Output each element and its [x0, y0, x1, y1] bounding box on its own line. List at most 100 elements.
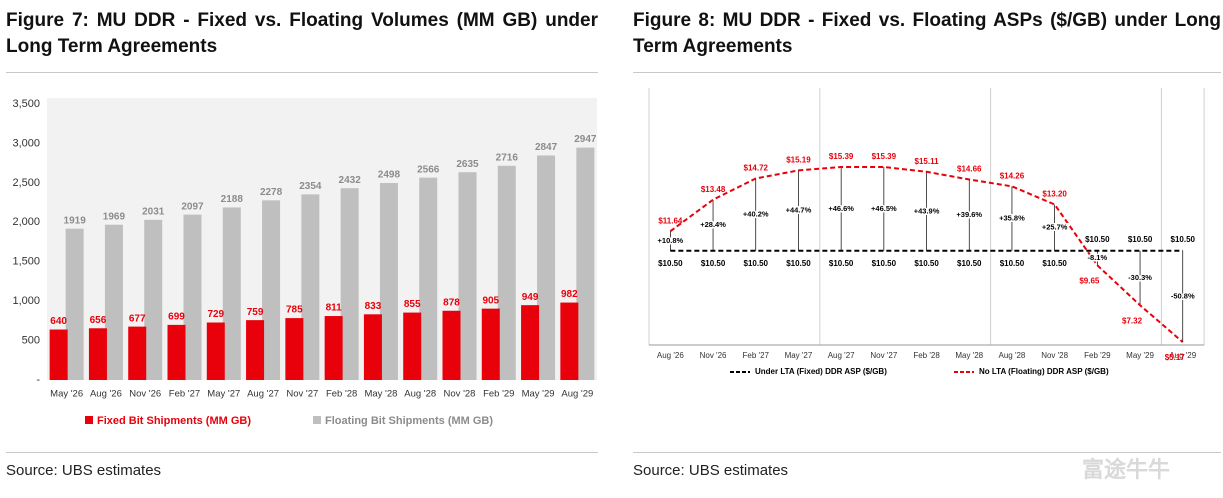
y-tick-label: - — [36, 374, 40, 386]
change-label: +44.7% — [786, 206, 812, 215]
x-tick-label: May '28 — [364, 389, 397, 400]
source-note: Source: UBS estimates — [633, 462, 789, 479]
bar — [521, 305, 540, 380]
divider — [633, 72, 1221, 73]
data-label: $5.17 — [1165, 353, 1186, 362]
chart-title: Figure 7: MU DDR - Fixed vs. Floating Vo… — [6, 10, 598, 57]
change-label: -50.8% — [1171, 291, 1195, 300]
x-tick-label: May '27 — [785, 351, 813, 360]
data-label: 699 — [168, 312, 185, 323]
x-tick-label: Aug '28 — [404, 389, 436, 400]
change-label: +35.8% — [999, 214, 1025, 223]
data-label: $13.48 — [701, 185, 726, 194]
change-label: +46.5% — [871, 204, 897, 213]
change-label: +43.9% — [914, 206, 940, 215]
data-label: $10.50 — [829, 259, 854, 268]
legend-swatch — [313, 416, 321, 424]
data-label: 1969 — [103, 211, 126, 222]
data-label: 2097 — [181, 201, 204, 212]
series-line — [669, 165, 1184, 343]
data-label: $14.26 — [1000, 171, 1025, 180]
data-label: 677 — [129, 313, 146, 324]
bar — [324, 316, 343, 380]
data-label: 2278 — [260, 187, 283, 198]
x-tick-label: May '29 — [1126, 351, 1154, 360]
chart: - 500 1,000 1,500 2,000 2,500 3,000 3,500 1919 19… — [12, 98, 597, 427]
legend-label: No LTA (Floating) DDR ASP ($/GB) — [979, 367, 1109, 376]
data-label: 982 — [561, 289, 578, 300]
bar — [442, 310, 461, 380]
x-tick-label: Feb '28 — [913, 351, 940, 360]
bar — [246, 320, 265, 380]
bar — [576, 147, 595, 380]
data-label: 729 — [207, 309, 224, 320]
data-label: $15.39 — [829, 152, 854, 161]
data-label: $14.66 — [957, 165, 982, 174]
change-label: +46.6% — [828, 204, 854, 213]
data-label: 785 — [286, 305, 303, 316]
x-tick-label: Aug '27 — [828, 351, 855, 360]
chart: Aug '26 Nov '26 Feb '27 May '27 Aug '27 Nov '… — [648, 88, 1205, 376]
change-label: +39.6% — [956, 210, 982, 219]
y-tick-label: 2,000 — [12, 216, 40, 228]
data-label: 2188 — [221, 194, 244, 205]
data-label: 640 — [50, 316, 67, 327]
bar — [301, 194, 320, 380]
x-tick-label: Nov '26 — [700, 351, 727, 360]
x-tick-label: Nov '28 — [1041, 351, 1068, 360]
bar — [128, 326, 147, 380]
legend-label: Fixed Bit Shipments (MM GB) — [97, 415, 251, 427]
bar — [497, 165, 516, 380]
data-label: $10.50 — [957, 259, 982, 268]
bar — [379, 183, 398, 380]
bar — [537, 155, 556, 380]
x-tick-label: Nov '26 — [129, 389, 161, 400]
data-label: $10.50 — [658, 259, 683, 268]
bar — [458, 172, 477, 380]
divider — [633, 452, 1221, 453]
data-label: $10.50 — [914, 259, 939, 268]
change-label: +25.7% — [1042, 223, 1068, 232]
data-label: 2354 — [299, 181, 322, 192]
data-label: $10.50 — [1085, 235, 1110, 244]
x-tick-label: Feb '27 — [169, 389, 200, 400]
bar — [222, 207, 241, 380]
y-tick-label: 2,500 — [12, 177, 40, 189]
x-tick-label: Feb '27 — [743, 351, 770, 360]
bar — [403, 312, 422, 380]
x-tick-label: May '28 — [955, 351, 983, 360]
data-label: 811 — [326, 303, 343, 314]
data-label: 878 — [443, 297, 460, 308]
data-label: $10.50 — [872, 259, 897, 268]
data-label: $11.64 — [658, 216, 683, 225]
data-label: $10.50 — [1171, 235, 1196, 244]
x-tick-label: Feb '29 — [1084, 351, 1111, 360]
data-label: $13.20 — [1042, 190, 1067, 199]
legend-label: Under LTA (Fixed) DDR ASP ($/GB) — [755, 367, 887, 376]
data-label: $14.72 — [744, 164, 769, 173]
bar — [363, 314, 382, 380]
y-tick-label: 3,500 — [12, 98, 40, 110]
x-tick-label: Nov '27 — [286, 389, 318, 400]
bar — [560, 302, 579, 380]
data-label: 2635 — [456, 159, 479, 170]
x-tick-label: Aug '29 — [1169, 351, 1196, 360]
x-tick-label: Aug '26 — [90, 389, 122, 400]
data-label: 2947 — [574, 134, 597, 145]
bar — [88, 328, 107, 380]
data-label: 2031 — [142, 206, 165, 217]
y-tick-label: 500 — [22, 334, 40, 346]
data-label: $10.50 — [744, 259, 769, 268]
legend-label: Floating Bit Shipments (MM GB) — [325, 415, 493, 427]
data-label: 2566 — [417, 164, 440, 175]
divider — [6, 72, 598, 73]
watermark: 富途牛牛 — [1082, 457, 1171, 482]
data-label: $15.19 — [786, 156, 811, 165]
bar — [262, 200, 281, 380]
bar — [340, 188, 359, 380]
bar — [481, 308, 500, 380]
data-label: $10.50 — [1042, 259, 1067, 268]
change-label: +10.8% — [658, 236, 684, 245]
data-label: 2716 — [496, 152, 519, 163]
